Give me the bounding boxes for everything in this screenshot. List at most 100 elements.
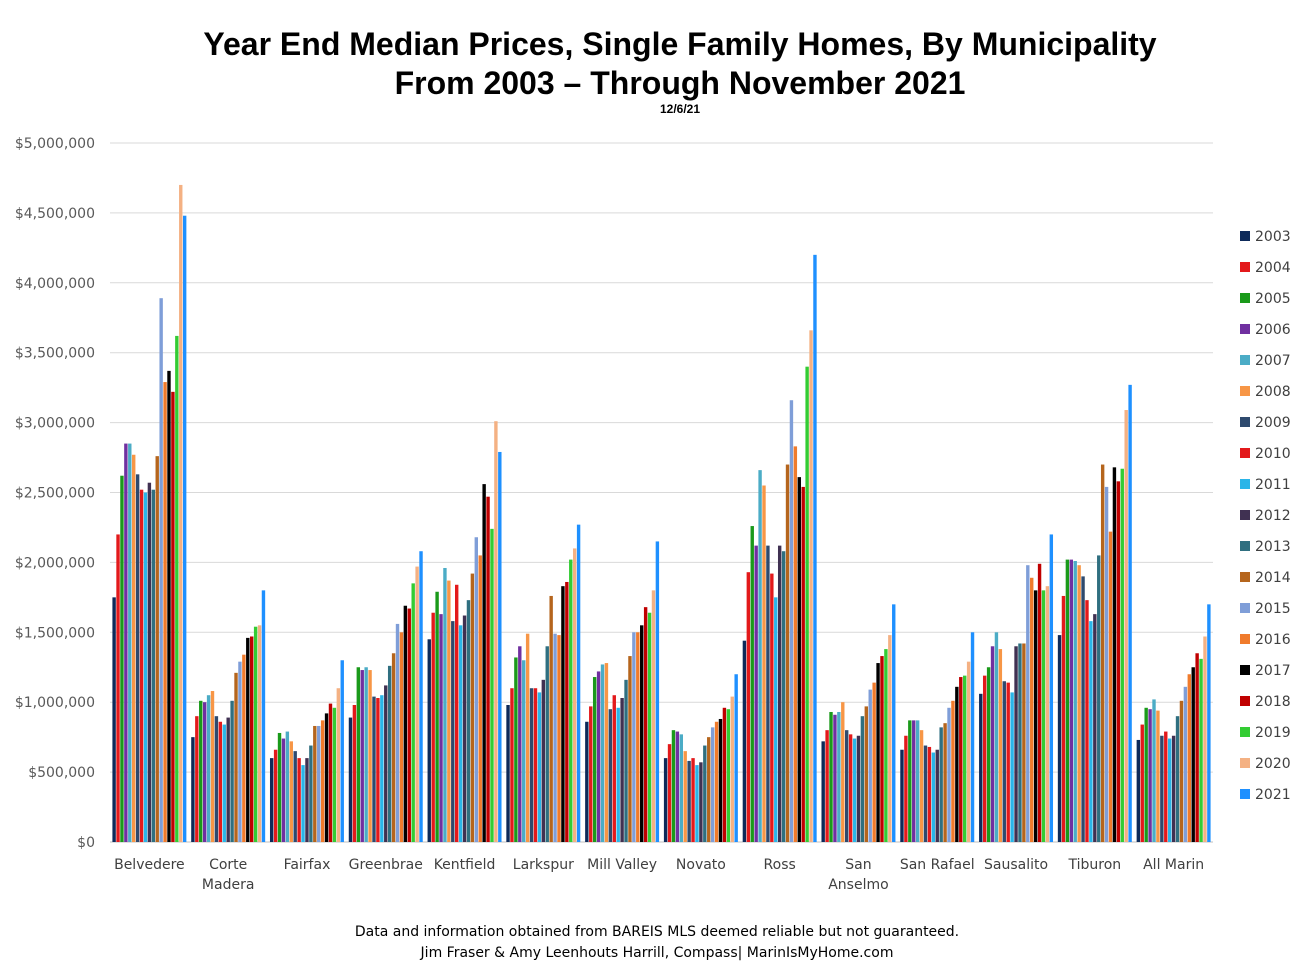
bar-2006 — [360, 670, 364, 842]
bar-2005 — [435, 591, 439, 842]
bar-2011 — [1167, 738, 1172, 842]
bar-2020 — [651, 590, 656, 842]
bar-2004 — [116, 534, 120, 842]
bar-2009 — [608, 709, 613, 842]
y-tick-label: $5,000,000 — [15, 136, 95, 152]
bar-2010 — [691, 758, 695, 842]
x-tick-label: Belvedere — [114, 857, 185, 873]
legend-label: 2004 — [1255, 260, 1291, 276]
bar-2003 — [112, 597, 116, 842]
x-tick-label: Kentfield — [434, 857, 496, 873]
bar-2007 — [1073, 561, 1077, 842]
bar-2018 — [1037, 563, 1042, 842]
legend-label: 2010 — [1255, 446, 1291, 462]
legend-label: 2009 — [1255, 415, 1291, 431]
legend-swatch — [1240, 417, 1250, 427]
bar-2008 — [289, 741, 293, 842]
bar-2003 — [1136, 739, 1141, 842]
x-tick-label: Sausalito — [984, 857, 1048, 873]
bar-2019 — [884, 649, 888, 842]
bar-2009 — [923, 745, 928, 842]
bar-2021 — [340, 660, 344, 842]
bar-2003 — [979, 693, 983, 842]
bar-2008 — [1077, 565, 1081, 842]
legend-swatch — [1240, 789, 1250, 799]
bar-2021 — [182, 215, 187, 842]
bar-2014 — [234, 672, 238, 842]
footer-line1: Data and information obtained from BAREI… — [354, 924, 960, 940]
bar-2009 — [293, 751, 297, 842]
bar-2021 — [813, 254, 817, 843]
bar-2012 — [699, 762, 703, 842]
bar-2015 — [710, 727, 715, 842]
bar-2012 — [147, 482, 152, 842]
bar-2015 — [238, 661, 242, 842]
bar-2015 — [553, 633, 557, 842]
bar-2020 — [257, 625, 262, 842]
bar-2004 — [1061, 595, 1066, 842]
bar-2012 — [620, 698, 624, 842]
bar-2016 — [399, 632, 404, 842]
bar-2018 — [486, 496, 490, 842]
bar-2013 — [309, 745, 313, 842]
bar-2005 — [908, 720, 912, 842]
bar-2007 — [206, 695, 211, 842]
x-tick-label: Fairfax — [284, 857, 331, 873]
bar-2007 — [128, 443, 132, 842]
bar-2011 — [616, 707, 620, 842]
bar-2021 — [1128, 384, 1132, 842]
bar-2009 — [529, 688, 534, 842]
bar-2003 — [427, 639, 431, 842]
chart-subtitle: 12/6/21 — [659, 102, 701, 116]
chart-title-line2: From 2003 – Through November 2021 — [394, 65, 966, 101]
bar-2017 — [1112, 467, 1117, 842]
legend-swatch — [1240, 665, 1250, 675]
bar-2011 — [537, 692, 542, 842]
bar-2010 — [297, 758, 301, 842]
bar-2020 — [179, 184, 183, 842]
bar-2004 — [904, 735, 908, 842]
footer: Data and information obtained from BAREI… — [0, 922, 1307, 964]
bar-2013 — [151, 489, 156, 842]
bar-2005 — [277, 732, 282, 842]
bar-2004 — [746, 572, 751, 842]
bar-2008 — [683, 751, 687, 842]
bar-2006 — [1148, 709, 1152, 842]
bar-2021 — [1049, 534, 1054, 842]
bar-2019 — [962, 675, 967, 842]
bar-2012 — [462, 615, 467, 842]
bar-2013 — [939, 727, 943, 842]
bar-2016 — [557, 635, 561, 842]
bar-2016 — [320, 720, 325, 842]
bar-2004 — [510, 688, 514, 842]
bar-2017 — [718, 718, 723, 842]
y-tick-label: $1,000,000 — [15, 695, 95, 711]
bar-2006 — [124, 443, 128, 842]
bar-2016 — [1187, 674, 1191, 842]
bar-2014 — [1100, 464, 1105, 842]
bar-2008 — [447, 580, 451, 842]
legend-swatch — [1240, 603, 1250, 613]
bar-2016 — [242, 654, 246, 842]
bar-2005 — [829, 711, 833, 842]
bar-2021 — [655, 541, 660, 842]
footer-line2: Jim Fraser & Amy Leenhouts Harrill, Comp… — [420, 945, 894, 961]
x-tick-label: Greenbrae — [349, 857, 423, 873]
bar-2011 — [774, 597, 778, 842]
x-tick-label: San Rafael — [900, 857, 975, 873]
y-axis: $0 $500,000 $1,000,000 $1,500,000 $2,000,000… — [15, 136, 95, 851]
bar-2019 — [569, 559, 573, 842]
bar-2003 — [821, 741, 825, 842]
bar-2006 — [990, 646, 995, 842]
bar-2007 — [758, 470, 762, 842]
legend-swatch — [1240, 355, 1250, 365]
bar-2005 — [1144, 707, 1148, 842]
bar-2003 — [348, 717, 353, 842]
bar-2005 — [356, 667, 361, 842]
legend-swatch — [1240, 293, 1250, 303]
bar-2021 — [892, 604, 896, 842]
bar-2019 — [805, 366, 809, 842]
bar-2012 — [1014, 646, 1018, 842]
bar-2017 — [955, 686, 959, 842]
bar-2021 — [576, 524, 581, 842]
